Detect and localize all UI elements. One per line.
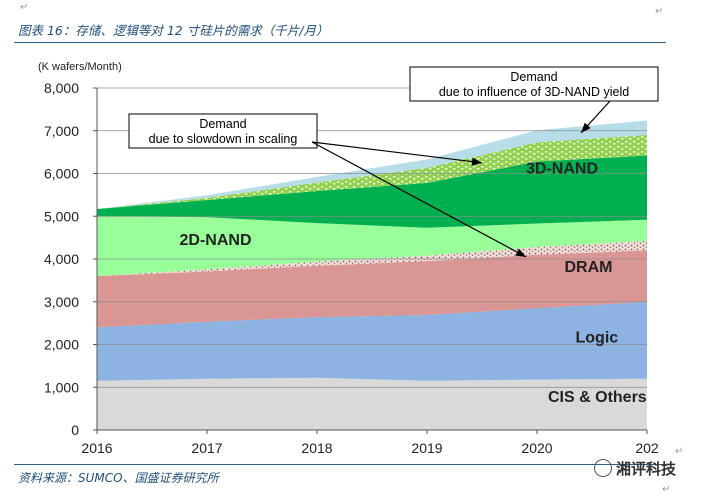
caption-divider — [14, 42, 666, 43]
annotation-box — [409, 66, 659, 102]
annotation-text: Demand — [510, 70, 557, 84]
annotation-arrow — [311, 141, 483, 164]
x-tick-label: 2016 — [81, 440, 112, 456]
x-tick-label: 202 — [635, 440, 659, 456]
arrow-head — [581, 122, 591, 133]
series-label: 2D-NAND — [180, 232, 252, 249]
y-axis-unit-label: (K wafers/Month) — [38, 61, 122, 73]
x-tick-label: 2019 — [411, 440, 442, 456]
y-tick-label: 5,000 — [44, 208, 79, 224]
y-tick-label: 6,000 — [44, 166, 79, 182]
area-series-3 — [97, 241, 647, 277]
area-series-6 — [97, 135, 647, 209]
y-tick-label: 7,000 — [44, 123, 79, 139]
figure-caption: 图表 16：存储、逻辑等对 12 寸硅片的需求（千片/月） — [18, 23, 329, 38]
paragraph-mark: ↵ — [655, 6, 664, 17]
series-label: DRAM — [565, 259, 613, 276]
paragraph-mark: ↵ — [20, 2, 29, 13]
annotation-text: due to influence of 3D-NAND yield — [439, 85, 629, 99]
wechat-icon — [594, 459, 612, 477]
source-note: 资料来源：SUMCO、国盛证券研究所 — [18, 471, 219, 485]
area-series-7 — [97, 120, 647, 209]
x-tick-label: 2018 — [301, 440, 332, 456]
arrow-head — [515, 248, 526, 257]
source-divider — [14, 464, 666, 465]
y-tick-label: 8,000 — [44, 80, 79, 96]
paragraph-mark: ↵ — [662, 484, 671, 495]
y-tick-label: 0 — [71, 422, 79, 438]
watermark: 湘评科技 — [594, 458, 676, 479]
y-tick-label: 3,000 — [44, 294, 79, 310]
y-tick-label: 1,000 — [44, 379, 79, 395]
area-series-0 — [97, 377, 647, 430]
series-label: CIS & Others — [548, 389, 647, 406]
annotation-arrow — [311, 141, 527, 258]
annotation-text: due to slowdown in scaling — [149, 132, 298, 146]
series-label: Logic — [576, 329, 619, 346]
y-tick-label: 4,000 — [44, 251, 79, 267]
area-series-4 — [97, 216, 647, 277]
annotation-text: Demand — [199, 117, 246, 131]
annotation-box — [128, 113, 318, 149]
x-tick-label: 2017 — [191, 440, 222, 456]
area-series-2 — [97, 250, 647, 328]
watermark-text: 湘评科技 — [616, 460, 677, 478]
area-series-1 — [97, 301, 647, 381]
arrow-head — [471, 157, 482, 166]
y-tick-label: 2,000 — [44, 337, 79, 353]
paragraph-mark: ↵ — [675, 446, 684, 457]
series-label: 3D-NAND — [526, 161, 598, 178]
x-tick-label: 2020 — [521, 440, 552, 456]
